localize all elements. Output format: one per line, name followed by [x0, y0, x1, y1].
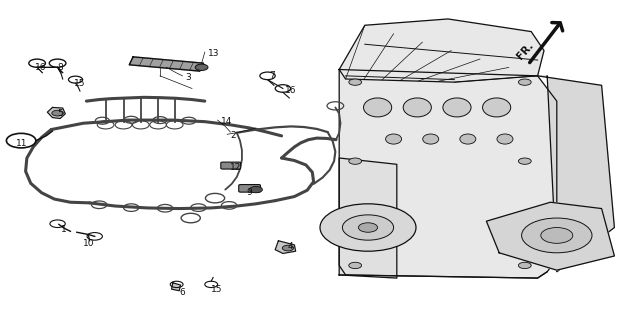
Circle shape: [52, 110, 63, 116]
Circle shape: [349, 158, 362, 164]
Text: 1: 1: [61, 225, 67, 234]
Polygon shape: [172, 283, 180, 291]
Polygon shape: [339, 19, 544, 82]
Ellipse shape: [423, 134, 439, 144]
Circle shape: [342, 215, 394, 240]
Text: 2: 2: [230, 131, 236, 140]
Ellipse shape: [497, 134, 513, 144]
Ellipse shape: [385, 134, 402, 144]
FancyBboxPatch shape: [239, 185, 260, 192]
Text: 16: 16: [35, 64, 47, 72]
Circle shape: [522, 218, 592, 253]
Text: 7: 7: [269, 71, 275, 80]
Text: 9: 9: [246, 188, 252, 197]
Circle shape: [358, 223, 378, 232]
Polygon shape: [47, 107, 65, 118]
Circle shape: [541, 228, 573, 243]
Circle shape: [195, 64, 208, 70]
Circle shape: [282, 245, 294, 251]
Polygon shape: [486, 202, 614, 270]
Circle shape: [518, 79, 531, 85]
Text: 6: 6: [179, 288, 185, 297]
Ellipse shape: [443, 98, 471, 117]
Text: 13: 13: [208, 49, 220, 58]
Text: 12: 12: [230, 163, 242, 172]
Text: 4: 4: [288, 242, 294, 251]
Text: 16: 16: [285, 86, 296, 94]
Polygon shape: [275, 241, 296, 253]
Text: 8: 8: [58, 64, 63, 72]
Polygon shape: [339, 158, 397, 278]
Circle shape: [518, 262, 531, 269]
Text: FR.: FR.: [515, 40, 535, 61]
Polygon shape: [129, 57, 204, 71]
Text: 5: 5: [58, 109, 63, 118]
Circle shape: [349, 262, 362, 269]
Ellipse shape: [460, 134, 476, 144]
Polygon shape: [538, 76, 614, 272]
Ellipse shape: [483, 98, 511, 117]
Text: 15: 15: [211, 285, 223, 294]
Circle shape: [320, 204, 416, 251]
Polygon shape: [339, 70, 557, 278]
Text: 11: 11: [16, 139, 28, 148]
Ellipse shape: [364, 98, 392, 117]
Text: 10: 10: [83, 239, 95, 248]
Text: 3: 3: [186, 73, 191, 82]
Circle shape: [518, 158, 531, 164]
Ellipse shape: [403, 98, 431, 117]
Text: 15: 15: [74, 79, 85, 88]
Circle shape: [349, 79, 362, 85]
Text: 14: 14: [221, 117, 232, 126]
FancyBboxPatch shape: [221, 162, 241, 169]
Circle shape: [250, 186, 262, 193]
